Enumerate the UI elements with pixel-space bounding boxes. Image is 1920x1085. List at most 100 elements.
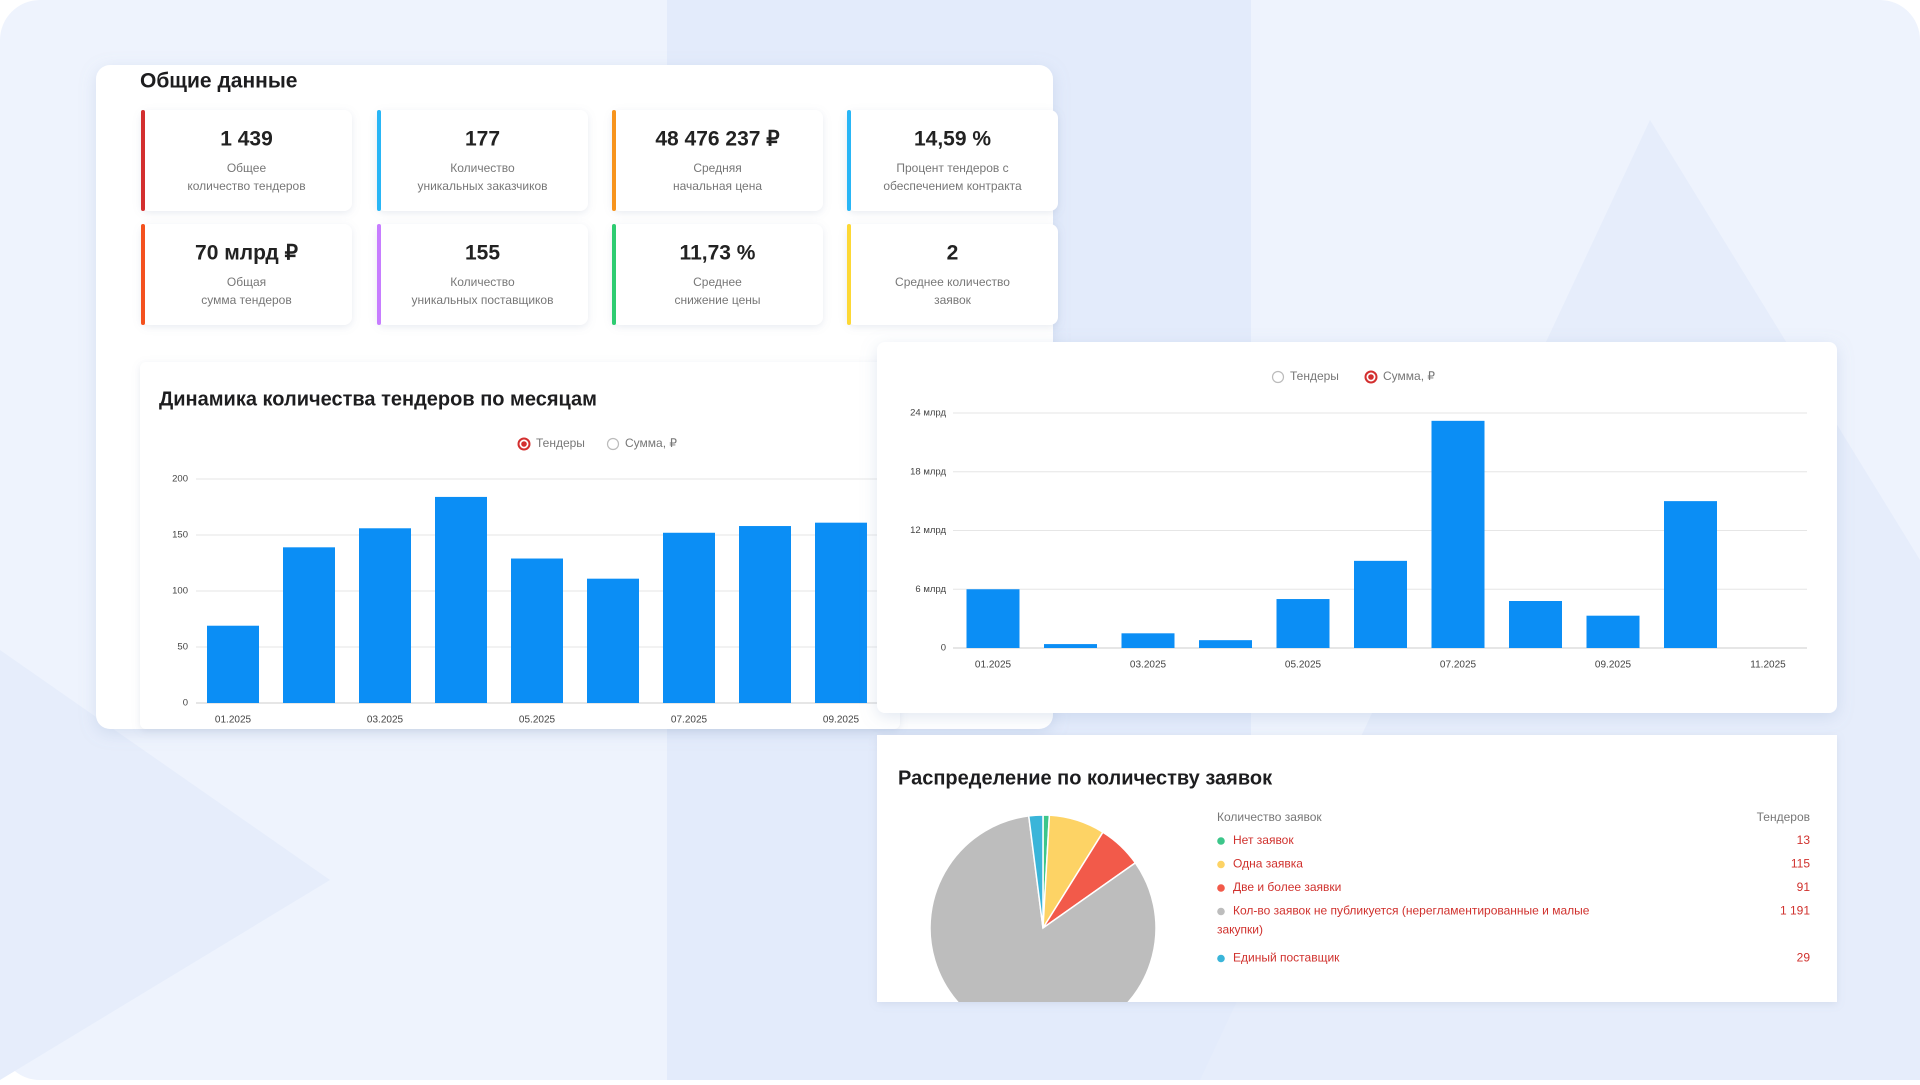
card-accent — [847, 110, 851, 211]
card — [612, 224, 823, 325]
card-label: Количество — [450, 275, 515, 289]
card-value: 155 — [465, 242, 500, 265]
card-label: Процент тендеров с — [896, 161, 1008, 175]
x-tick-label: 09.2025 — [1595, 660, 1632, 671]
card — [141, 110, 352, 211]
bar[interactable] — [815, 522, 867, 703]
x-tick-label: 03.2025 — [1130, 660, 1167, 671]
bar[interactable] — [663, 532, 715, 703]
card-label: снижение цены — [674, 293, 760, 307]
card — [377, 224, 588, 325]
card-accent — [141, 110, 145, 211]
bar[interactable] — [1431, 420, 1485, 648]
bar[interactable] — [511, 558, 563, 703]
card-label: Средняя — [693, 161, 741, 175]
card-value: 48 476 237 ₽ — [655, 128, 780, 151]
card-value: 1 439 — [220, 128, 273, 151]
x-tick-label: 07.2025 — [671, 715, 708, 726]
y-tick-label: 200 — [172, 474, 188, 485]
card-value: 2 — [947, 242, 959, 265]
pie-slice[interactable] — [929, 815, 1157, 1041]
card-accent — [612, 110, 616, 211]
legend-option[interactable]: Сумма, ₽ — [625, 436, 677, 450]
bar[interactable] — [739, 526, 791, 703]
legend-label[interactable]: Кол-во заявок не публикуется (нерегламен… — [1217, 904, 1593, 937]
chart-title: Распределение по количеству заявок — [898, 767, 1273, 789]
bar[interactable] — [1664, 501, 1717, 648]
bar[interactable] — [966, 589, 1020, 648]
card-label: сумма тендеров — [201, 293, 291, 307]
bar[interactable] — [283, 547, 335, 703]
pie-slice[interactable] — [1027, 814, 1044, 929]
legend-label[interactable]: Две и более заявки — [1233, 880, 1341, 894]
legend-dot — [1217, 860, 1225, 869]
radio-dot — [521, 441, 527, 447]
x-tick-label: 01.2025 — [215, 715, 252, 726]
legend-option[interactable]: Тендеры — [1290, 369, 1339, 383]
y-tick-label: 0 — [183, 698, 188, 709]
y-tick-label: 100 — [172, 586, 188, 597]
y-tick-label: 0 — [941, 643, 946, 654]
card — [377, 110, 588, 211]
card — [847, 110, 1058, 211]
legend-dot — [1217, 884, 1225, 892]
bar[interactable] — [1121, 633, 1175, 648]
card — [612, 110, 823, 211]
card-label: Общее — [227, 161, 267, 175]
legend-option[interactable]: Тендеры — [536, 436, 585, 450]
card-label: Количество — [450, 161, 515, 175]
y-tick-label: 50 — [177, 642, 188, 653]
chart-title: Динамика количества тендеров по месяцам — [159, 388, 597, 410]
cards: 1 439 Общее количество тендеров 177 Количест… — [141, 110, 1058, 325]
table-header: Количество заявок — [1217, 810, 1322, 824]
legend-label[interactable]: Одна заявка — [1233, 857, 1303, 871]
y-tick-label: 24 млрд — [910, 408, 946, 419]
bar[interactable] — [587, 578, 639, 703]
chart-tenders: Динамика количества тендеров по месяцам Т… — [159, 388, 877, 726]
card-accent — [141, 224, 145, 325]
card-label: обеспечением контракта — [883, 179, 1022, 193]
y-tick-label: 150 — [172, 530, 188, 541]
table-header: Тендеров — [1757, 810, 1810, 824]
y-tick-label: 6 млрд — [915, 584, 946, 595]
legend-option[interactable]: Сумма, ₽ — [1383, 369, 1435, 383]
bar[interactable] — [1044, 644, 1097, 648]
card-label: Среднее — [693, 275, 742, 289]
radio[interactable] — [1271, 370, 1285, 384]
bar[interactable] — [1509, 601, 1562, 648]
card-accent — [847, 224, 851, 325]
bar[interactable] — [359, 528, 411, 703]
card — [847, 224, 1058, 325]
y-tick-label: 18 млрд — [910, 466, 946, 477]
chart-sum: Тендеры Сумма, ₽ 0 6 млрд 12 млрд 18 млрд 24 м… — [910, 369, 1807, 671]
bar[interactable] — [1586, 615, 1640, 648]
card-accent — [612, 224, 616, 325]
bar[interactable] — [435, 496, 487, 703]
card-accent — [377, 110, 381, 211]
card-value: 177 — [465, 128, 500, 151]
bg-shape — [0, 650, 330, 1080]
bar[interactable] — [207, 625, 259, 703]
pie — [929, 814, 1157, 1041]
legend-value: 1 191 — [1780, 904, 1810, 918]
x-tick-label: 01.2025 — [975, 660, 1012, 671]
legend-label[interactable]: Единый поставщик — [1233, 951, 1340, 965]
legend-label[interactable]: Нет заявок — [1233, 833, 1294, 847]
bar[interactable] — [1354, 560, 1407, 648]
bar[interactable] — [1276, 599, 1330, 648]
x-tick-label: 03.2025 — [367, 715, 404, 726]
card-label: Общая — [227, 275, 266, 289]
radio[interactable] — [606, 437, 620, 451]
legend-value: 13 — [1797, 833, 1811, 847]
y-tick-label: 12 млрд — [910, 525, 946, 536]
bar[interactable] — [1199, 640, 1252, 648]
legend-value: 115 — [1791, 857, 1810, 871]
card-label: количество тендеров — [187, 179, 305, 193]
x-tick-label: 05.2025 — [1285, 660, 1322, 671]
card-label: уникальных поставщиков — [412, 293, 554, 307]
x-tick-label: 09.2025 — [823, 715, 860, 726]
legend-dot — [1217, 954, 1225, 963]
x-tick-label: 05.2025 — [519, 715, 556, 726]
